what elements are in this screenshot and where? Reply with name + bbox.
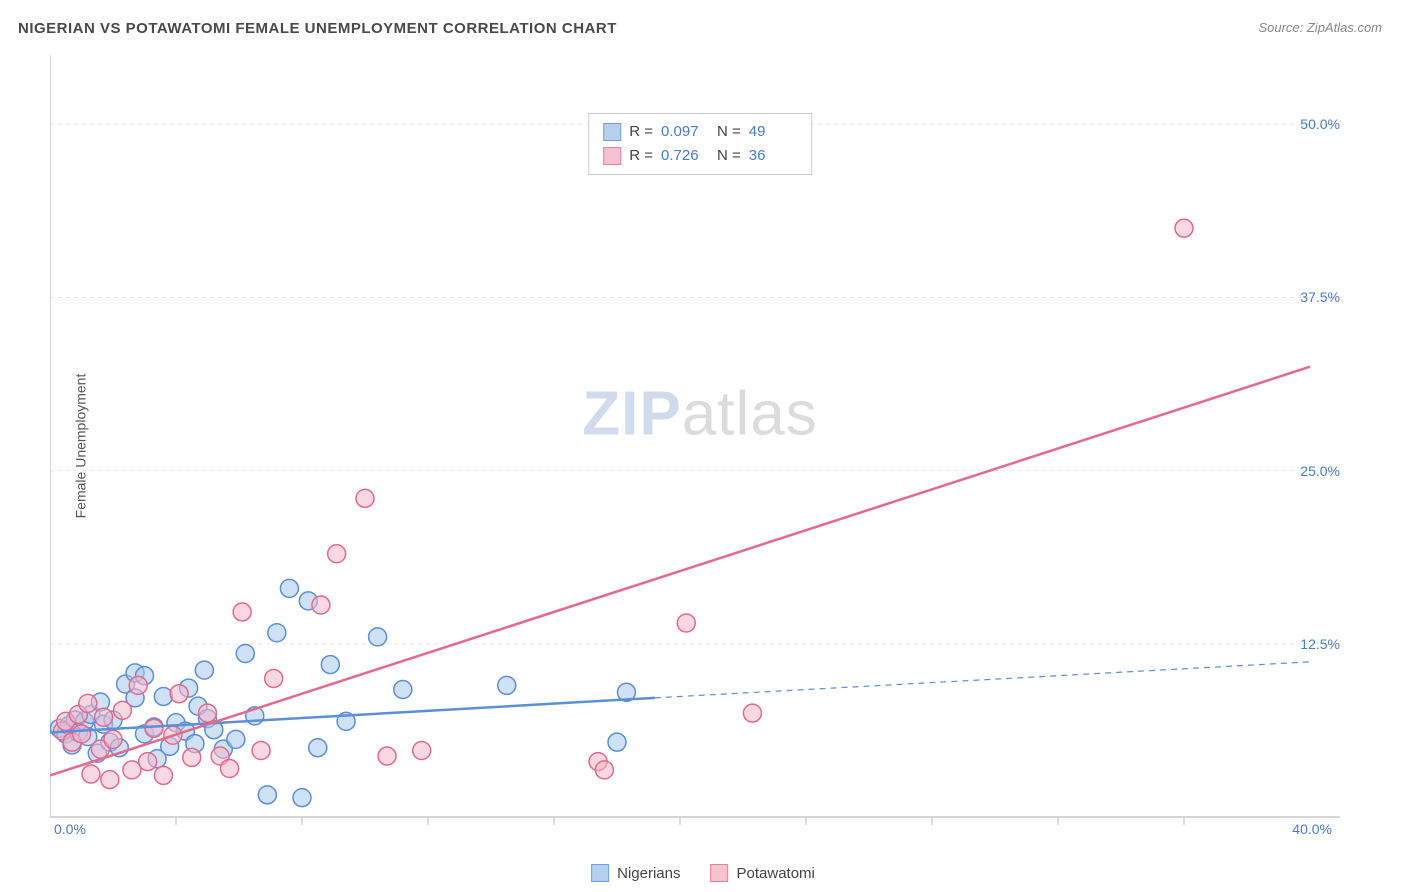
legend-correlation-stats: R = 0.097 N = 49 R = 0.726 N = 36 (588, 113, 812, 175)
r-value: 0.726 (661, 144, 709, 168)
legend-series-item: Potawatomi (711, 864, 815, 882)
legend-series-label: Potawatomi (737, 865, 815, 882)
legend-stat-row: R = 0.097 N = 49 (603, 120, 797, 144)
legend-series: Nigerians Potawatomi (591, 864, 815, 882)
legend-swatch (711, 864, 729, 882)
y-tick-label: 12.5% (1300, 636, 1340, 652)
n-label: N = (717, 144, 741, 168)
r-label: R = (629, 120, 653, 144)
y-tick-label: 25.0% (1300, 463, 1340, 479)
n-label: N = (717, 120, 741, 144)
r-value: 0.097 (661, 120, 709, 144)
legend-swatch (603, 147, 621, 165)
y-tick-label: 37.5% (1300, 289, 1340, 305)
n-value: 36 (749, 144, 797, 168)
legend-stat-row: R = 0.726 N = 36 (603, 144, 797, 168)
plot-area: ZIPatlas R =0.097N =49R =0.726N =36 12.5… (50, 55, 1350, 835)
legend-series-label: Nigerians (617, 865, 680, 882)
source-attribution: Source: ZipAtlas.com (1258, 20, 1382, 35)
legend-swatch (591, 864, 609, 882)
chart-title: NIGERIAN VS POTAWATOMI FEMALE UNEMPLOYME… (18, 20, 617, 37)
legend-series-item: Nigerians (591, 864, 680, 882)
r-label: R = (629, 144, 653, 168)
legend-swatch (603, 123, 621, 141)
y-tick-label: 50.0% (1300, 116, 1340, 132)
n-value: 49 (749, 120, 797, 144)
x-axis-min-label: 0.0% (54, 821, 86, 837)
x-axis-max-label: 40.0% (1292, 821, 1332, 837)
